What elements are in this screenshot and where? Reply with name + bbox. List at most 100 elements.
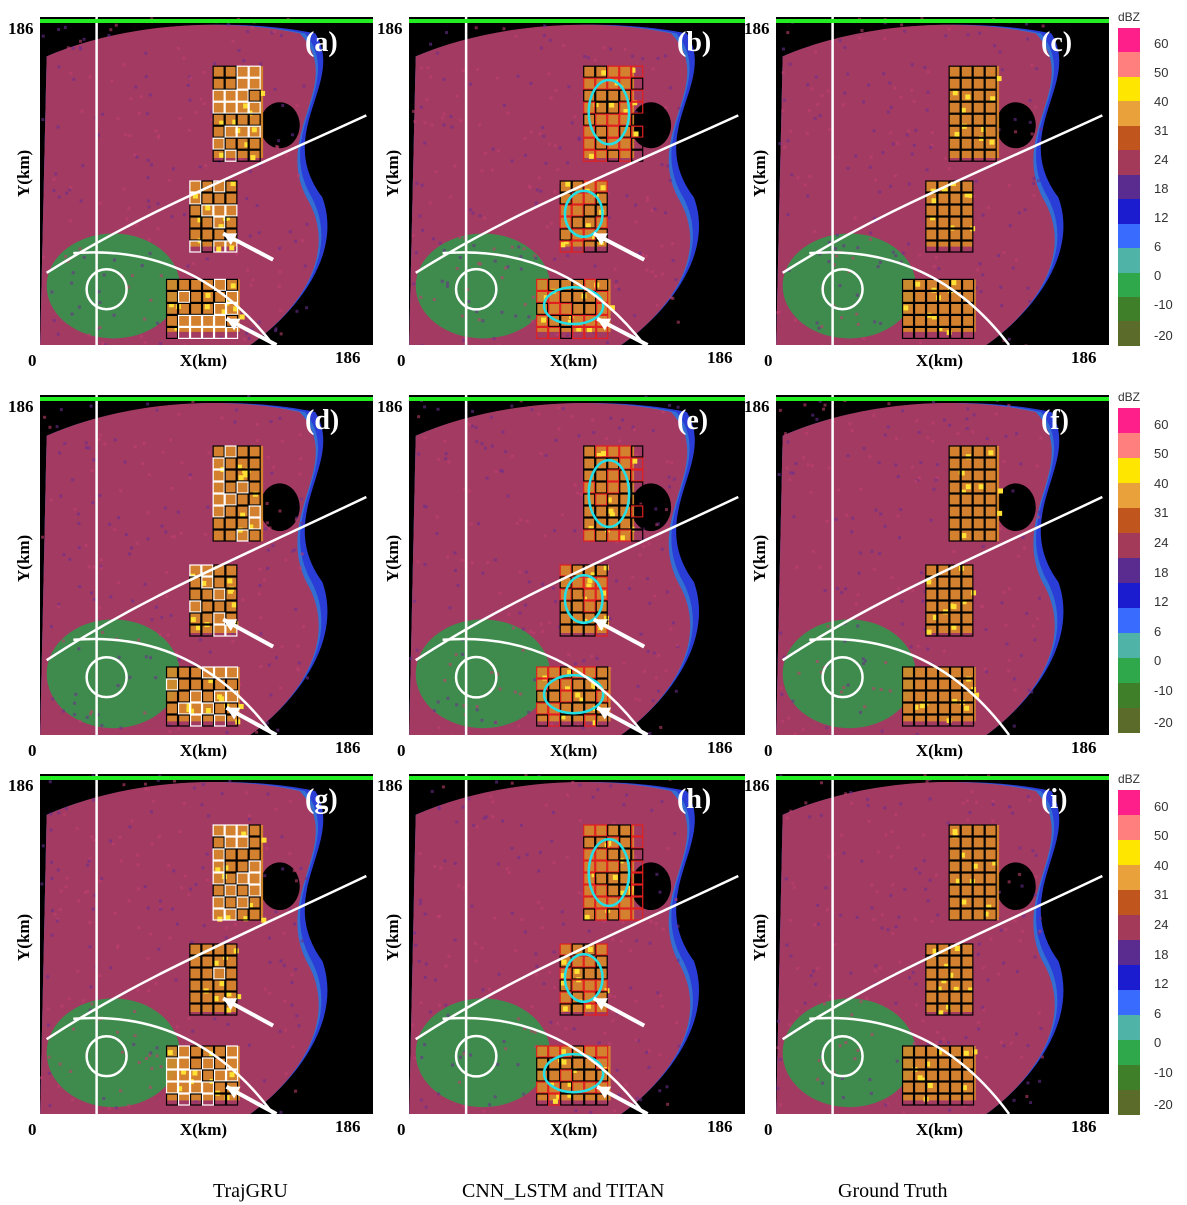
colorbar-tick: 6 — [1154, 238, 1162, 254]
colorbar-segment — [1118, 633, 1140, 658]
colorbar-segment — [1118, 815, 1140, 840]
origin-label: 0 — [764, 1120, 773, 1139]
colorbar-tick: 18 — [1154, 564, 1169, 580]
colorbar-segment — [1118, 1040, 1140, 1065]
origin-label: 0 — [397, 351, 406, 370]
colorbar-segment — [1118, 708, 1140, 733]
colorbar-tick: 0 — [1154, 653, 1162, 669]
y-max-label: 186 — [744, 19, 770, 38]
x-axis-label: X(km) — [915, 1120, 964, 1139]
x-max-label: 186 — [707, 738, 733, 757]
caption-trajgru: TrajGRU — [213, 1180, 288, 1202]
radar-panel: (f) — [776, 395, 1109, 735]
origin-label: 0 — [397, 741, 406, 760]
colorbar-segment — [1118, 76, 1140, 102]
radar-image — [40, 17, 373, 345]
origin-label: 0 — [28, 351, 37, 370]
colorbar-segment — [1118, 840, 1140, 865]
colorbar-segment — [1118, 533, 1140, 558]
y-max-label: 186 — [377, 397, 403, 416]
radar-image — [40, 774, 373, 1114]
panel-label: (d) — [305, 405, 340, 436]
x-axis-label: X(km) — [179, 1120, 228, 1139]
x-axis-label: X(km) — [550, 1120, 598, 1139]
y-axis-label: Y(km) — [14, 913, 33, 961]
radar-panel: (g) — [40, 774, 373, 1114]
colorbar-tick: 12 — [1154, 976, 1169, 992]
radar-panel: (i) — [776, 774, 1109, 1114]
radar-image — [409, 17, 745, 345]
origin-label: 0 — [764, 351, 773, 370]
y-axis-label: Y(km) — [750, 534, 769, 582]
colorbar-tick: -20 — [1154, 715, 1173, 730]
y-max-label: 186 — [744, 776, 770, 795]
colorbar-tick: -10 — [1154, 682, 1173, 698]
colorbar-unit: dBZ — [1118, 772, 1141, 786]
colorbar-segment — [1118, 483, 1140, 508]
y-axis-label: Y(km) — [383, 913, 402, 961]
x-axis-label: X(km) — [915, 741, 964, 760]
x-max-label: 186 — [1071, 348, 1097, 367]
colorbar-tick: 0 — [1154, 267, 1162, 283]
colorbar-segment — [1118, 940, 1140, 965]
top-green-line — [40, 397, 373, 401]
y-max-label: 186 — [8, 397, 34, 416]
x-axis-label: X(km) — [179, 351, 228, 370]
colorbar — [1118, 408, 1140, 733]
origin-label: 0 — [28, 741, 37, 760]
radar-image — [409, 395, 745, 735]
colorbar-tick: 50 — [1154, 828, 1169, 844]
colorbar-tick: 40 — [1154, 475, 1169, 491]
y-max-label: 186 — [8, 776, 34, 795]
caption-cnn-lstm-titan: CNN_LSTM and TITAN — [462, 1180, 665, 1202]
colorbar-segment — [1118, 199, 1140, 224]
x-max-label: 186 — [1071, 1117, 1097, 1136]
radar-panel: (c) — [776, 17, 1109, 345]
top-green-line — [776, 19, 1109, 23]
colorbar-segment — [1118, 52, 1140, 77]
colorbar-segment — [1118, 558, 1140, 583]
colorbar-segment — [1118, 965, 1140, 990]
origin-label: 0 — [28, 1120, 37, 1139]
colorbar-tick: 24 — [1154, 152, 1169, 168]
panel-label: (b) — [677, 27, 712, 58]
radar-panel: (h) — [409, 774, 745, 1114]
colorbar — [1118, 790, 1140, 1115]
colorbar-tick: 31 — [1154, 123, 1169, 139]
origin-label: 0 — [397, 1120, 406, 1139]
colorbar-tick: 31 — [1154, 887, 1169, 903]
colorbar-segment — [1118, 865, 1140, 890]
y-max-label: 186 — [377, 19, 403, 38]
colorbar-tick: 24 — [1154, 916, 1169, 932]
radar-image — [776, 774, 1109, 1114]
colorbar-segment — [1118, 433, 1140, 458]
colorbar-segment — [1118, 915, 1140, 940]
top-green-line — [776, 397, 1109, 401]
colorbar-segment — [1118, 296, 1140, 322]
y-axis-label: Y(km) — [750, 913, 769, 961]
y-axis-label: Y(km) — [14, 534, 33, 582]
radar-image — [40, 395, 373, 735]
x-max-label: 186 — [707, 348, 733, 367]
colorbar-tick: 24 — [1154, 534, 1169, 550]
panel-label: (i) — [1041, 784, 1068, 815]
colorbar-segment — [1118, 28, 1140, 53]
colorbar-segment — [1118, 1015, 1140, 1040]
colorbar-segment — [1118, 223, 1140, 249]
colorbar-tick: 60 — [1154, 798, 1169, 814]
colorbar-tick: 18 — [1154, 181, 1169, 196]
colorbar-segment — [1118, 150, 1140, 175]
colorbar-segment — [1118, 583, 1140, 608]
x-axis-label: X(km) — [179, 741, 228, 760]
panel-label: (c) — [1041, 27, 1073, 58]
panel-label: (e) — [677, 405, 709, 436]
top-green-line — [776, 776, 1109, 780]
colorbar-segment — [1118, 508, 1140, 533]
top-green-line — [409, 19, 745, 23]
colorbar-segment — [1118, 174, 1140, 200]
radar-panel: (a) — [40, 17, 373, 345]
colorbar-segment — [1118, 101, 1140, 126]
top-green-line — [409, 397, 745, 401]
y-axis-label: Y(km) — [14, 150, 33, 198]
colorbar-tick: 40 — [1154, 94, 1169, 110]
